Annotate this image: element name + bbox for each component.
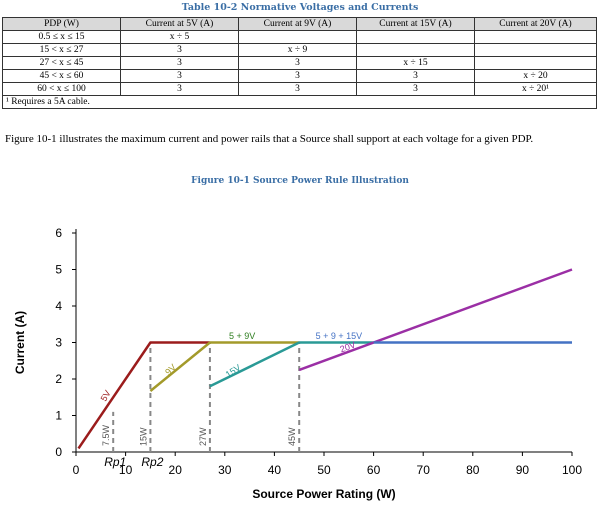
power-threshold-label: 27W	[198, 427, 208, 446]
x-tick-label: 20	[169, 463, 183, 477]
y-tick-label: 1	[55, 409, 62, 423]
x-tick-label: 100	[562, 463, 582, 477]
y-tick-label: 3	[55, 336, 62, 350]
body-paragraph: Figure 10-1 illustrates the maximum curr…	[5, 133, 534, 145]
y-axis-title: Current (A)	[13, 311, 27, 374]
x-tick-label: 40	[268, 463, 282, 477]
rp-label: Rp1	[104, 455, 126, 469]
y-tick-label: 5	[55, 263, 62, 277]
power-threshold-label: 15W	[138, 427, 148, 446]
y-tick-label: 0	[55, 445, 62, 459]
series-line	[77, 341, 210, 450]
table-row: 60 < x ≤ 100 3 3 3 x ÷ 20¹	[2, 82, 597, 96]
table-row: 27 < x ≤ 45 3 3 x ÷ 15	[2, 56, 597, 70]
power-threshold-label: 7.5W	[101, 424, 111, 446]
series-annotation: 5V	[99, 388, 113, 403]
table-footnote: ¹ Requires a 5A cable.	[2, 95, 597, 109]
series-annotation: 15V	[224, 362, 243, 379]
power-threshold-label: 45W	[287, 427, 297, 446]
x-tick-label: 30	[218, 463, 232, 477]
table-header: Current at 5V (A)	[120, 17, 239, 31]
x-tick-label: 50	[317, 463, 331, 477]
series-line	[209, 341, 374, 388]
table-header: PDP (W)	[2, 17, 121, 31]
table-footnote-row: ¹ Requires a 5A cable.	[2, 95, 597, 109]
y-tick-label: 4	[55, 299, 62, 313]
figure-caption: Figure 10-1 Source Power Rule Illustrati…	[191, 176, 409, 186]
voltage-current-table: PDP (W) Current at 5V (A) Current at 9V …	[2, 17, 597, 109]
table-caption: Table 10-2 Normative Voltages and Curren…	[181, 2, 419, 13]
y-tick-label: 2	[55, 372, 62, 386]
x-tick-label: 80	[466, 463, 480, 477]
x-tick-label: 0	[73, 463, 80, 477]
rp-label: Rp2	[141, 455, 163, 469]
table-row: 15 < x ≤ 27 3 x ÷ 9	[2, 43, 597, 57]
x-tick-label: 60	[367, 463, 381, 477]
series-line	[298, 268, 573, 372]
x-tick-label: 90	[516, 463, 530, 477]
x-tick-label: 70	[417, 463, 431, 477]
series-line	[149, 341, 300, 392]
x-tick-label: 10	[119, 463, 133, 477]
x-axis-title: Source Power Rating (W)	[252, 487, 395, 501]
series-annotation: 9V	[163, 362, 178, 377]
series-annotation: 5 + 9 + 15V	[316, 331, 363, 341]
y-tick-label: 6	[55, 226, 62, 240]
series-annotation: 5 + 9V	[229, 331, 255, 341]
